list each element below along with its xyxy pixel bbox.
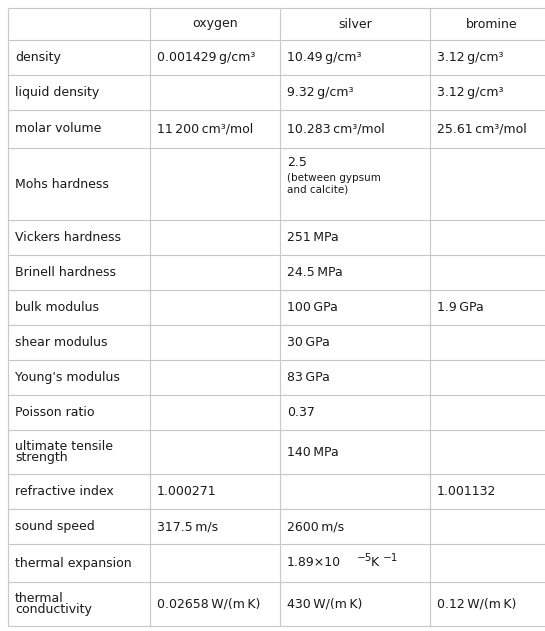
- Text: 3.12 g/cm³: 3.12 g/cm³: [437, 51, 504, 64]
- Text: 140 MPa: 140 MPa: [287, 445, 339, 459]
- Text: liquid density: liquid density: [15, 86, 99, 99]
- Text: 0.37: 0.37: [287, 406, 315, 419]
- Text: 30 GPa: 30 GPa: [287, 336, 330, 349]
- Text: 100 GPa: 100 GPa: [287, 301, 338, 314]
- Text: 2.5: 2.5: [287, 155, 307, 168]
- Text: 1.001132: 1.001132: [437, 485, 496, 498]
- Text: Young's modulus: Young's modulus: [15, 371, 120, 384]
- Text: conductivity: conductivity: [15, 603, 92, 616]
- Text: 0.12 W/(m K): 0.12 W/(m K): [437, 598, 516, 611]
- Text: Mohs hardness: Mohs hardness: [15, 177, 109, 191]
- Text: Poisson ratio: Poisson ratio: [15, 406, 94, 419]
- Text: 9.32 g/cm³: 9.32 g/cm³: [287, 86, 354, 99]
- Text: silver: silver: [338, 18, 372, 30]
- Text: refractive index: refractive index: [15, 485, 114, 498]
- Text: shear modulus: shear modulus: [15, 336, 107, 349]
- Text: 251 MPa: 251 MPa: [287, 231, 339, 244]
- Text: and calcite): and calcite): [287, 185, 348, 195]
- Text: molar volume: molar volume: [15, 122, 101, 136]
- Text: 83 GPa: 83 GPa: [287, 371, 330, 384]
- Text: 0.001429 g/cm³: 0.001429 g/cm³: [157, 51, 256, 64]
- Text: 24.5 MPa: 24.5 MPa: [287, 266, 343, 279]
- Text: 1.000271: 1.000271: [157, 485, 216, 498]
- Text: oxygen: oxygen: [192, 18, 238, 30]
- Text: 317.5 m/s: 317.5 m/s: [157, 520, 218, 533]
- Text: K: K: [367, 557, 379, 570]
- Text: Vickers hardness: Vickers hardness: [15, 231, 121, 244]
- Text: −5: −5: [357, 553, 372, 563]
- Text: −1: −1: [383, 553, 398, 563]
- Text: Brinell hardness: Brinell hardness: [15, 266, 116, 279]
- Text: 0.02658 W/(m K): 0.02658 W/(m K): [157, 598, 261, 611]
- Text: sound speed: sound speed: [15, 520, 95, 533]
- Text: strength: strength: [15, 452, 68, 464]
- Text: 11 200 cm³/mol: 11 200 cm³/mol: [157, 122, 253, 136]
- Text: bromine: bromine: [465, 18, 517, 30]
- Text: 10.283 cm³/mol: 10.283 cm³/mol: [287, 122, 385, 136]
- Text: thermal: thermal: [15, 591, 64, 604]
- Text: 3.12 g/cm³: 3.12 g/cm³: [437, 86, 504, 99]
- Text: ultimate tensile: ultimate tensile: [15, 440, 113, 452]
- Text: thermal expansion: thermal expansion: [15, 557, 132, 570]
- Text: 430 W/(m K): 430 W/(m K): [287, 598, 362, 611]
- Text: 1.89×10: 1.89×10: [287, 557, 341, 570]
- Text: (between gypsum: (between gypsum: [287, 173, 381, 183]
- Text: 10.49 g/cm³: 10.49 g/cm³: [287, 51, 361, 64]
- Text: 1.9 GPa: 1.9 GPa: [437, 301, 484, 314]
- Text: bulk modulus: bulk modulus: [15, 301, 99, 314]
- Text: 25.61 cm³/mol: 25.61 cm³/mol: [437, 122, 527, 136]
- Text: 2600 m/s: 2600 m/s: [287, 520, 344, 533]
- Text: density: density: [15, 51, 61, 64]
